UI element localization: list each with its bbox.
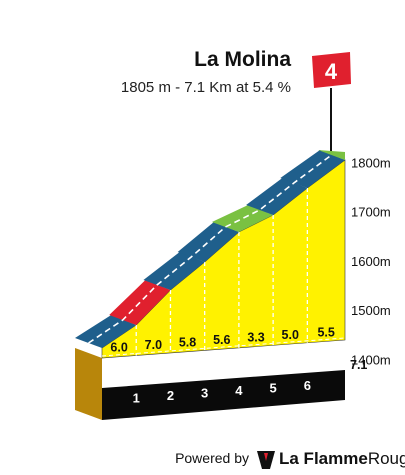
gradient-label: 7.0 — [145, 338, 162, 352]
powered-by-label: Powered by — [175, 450, 249, 466]
elevation-tick-label: 1700m — [351, 205, 391, 220]
climb-title: La Molina — [194, 48, 291, 71]
elevation-tick-labels: 1400m 1500m 1600m 1700m 1800m — [351, 155, 391, 367]
elevation-tick-label: 1600m — [351, 254, 391, 269]
gradient-label: 5.6 — [213, 333, 230, 347]
km-marker-label: 4 — [235, 383, 243, 398]
gradient-label: 6.0 — [110, 341, 127, 355]
km-marker-label: 5 — [270, 380, 277, 395]
total-distance-label: 7.1 — [350, 358, 367, 372]
profile-base-side — [75, 348, 102, 420]
brand-name: La FlammeRouge — [279, 449, 405, 468]
category-flag: 4 — [312, 52, 351, 160]
profile-face — [101, 159, 346, 359]
road-center-line — [88, 154, 332, 344]
gradient-labels: 6.0 7.0 5.8 5.6 3.3 5.0 5.5 — [110, 325, 334, 354]
brand-name-bold: La Flamme — [279, 449, 368, 468]
profile-base-bottom — [102, 370, 345, 420]
category-label: 4 — [325, 59, 338, 84]
gradient-label: 5.5 — [317, 325, 334, 339]
km-dividers — [101, 188, 346, 357]
elevation-tick-label: 1400m — [351, 352, 391, 367]
gradient-label: 5.0 — [282, 328, 299, 342]
gradient-label: 5.8 — [179, 336, 196, 350]
brand-name-light: Rouge — [368, 449, 405, 468]
gradient-label: 3.3 — [247, 331, 264, 345]
flag-banner — [312, 52, 351, 88]
flame-logo-icon — [257, 451, 275, 469]
climb-summary: 1805 m - 7.1 Km at 5.4 % — [121, 79, 291, 96]
base-dashed-line — [101, 337, 346, 357]
km-marker-label: 1 — [133, 390, 140, 405]
elevation-tick-label: 1800m — [351, 155, 391, 170]
km-marker-label: 3 — [201, 385, 208, 400]
km-marker-labels: 1 2 3 4 5 6 — [133, 378, 311, 406]
elevation-tick-label: 1500m — [351, 303, 391, 318]
road-segment — [246, 178, 308, 215]
km-marker-label: 6 — [304, 378, 311, 393]
km-marker-label: 2 — [167, 388, 174, 403]
road-segment — [177, 222, 239, 262]
road-summit-cap — [318, 150, 345, 160]
